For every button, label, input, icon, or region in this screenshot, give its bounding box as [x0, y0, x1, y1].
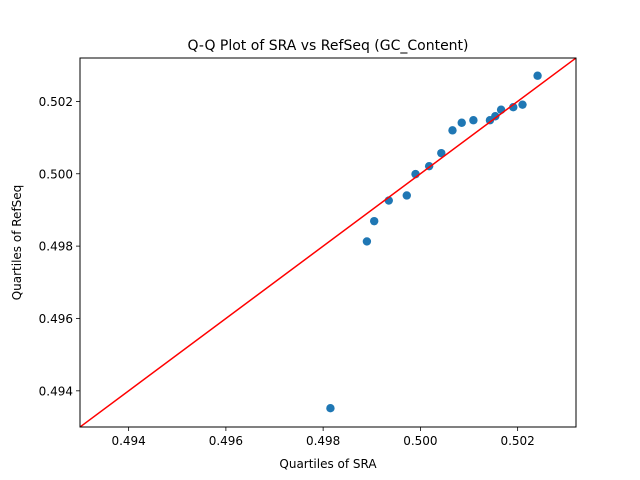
x-tick-label: 0.502 [500, 434, 534, 448]
x-tick-label: 0.496 [209, 434, 243, 448]
y-axis-label: Quartiles of RefSeq [10, 185, 24, 301]
data-point [469, 116, 478, 125]
data-point [448, 126, 457, 135]
chart-title: Q-Q Plot of SRA vs RefSeq (GC_Content) [187, 38, 468, 54]
x-axis-label: Quartiles of SRA [279, 457, 377, 471]
data-point [533, 71, 542, 80]
plot-area [80, 58, 576, 427]
y-tick-label: 0.498 [39, 240, 73, 254]
data-point [518, 100, 527, 109]
x-axis-ticks: 0.494 0.496 0.498 0.500 0.502 [111, 427, 535, 448]
data-point [362, 237, 372, 246]
reference-line [80, 58, 576, 427]
data-point [326, 403, 335, 413]
data-point [437, 148, 446, 158]
y-tick-label: 0.500 [39, 167, 73, 181]
x-tick-label: 0.500 [403, 434, 437, 448]
data-point [496, 105, 506, 114]
data-point [402, 191, 411, 200]
plot-contents [80, 58, 576, 427]
plot-frame [79, 57, 577, 428]
data-point [369, 216, 379, 226]
y-tick-label: 0.496 [39, 312, 73, 326]
data-point [509, 103, 518, 112]
y-tick-label: 0.502 [39, 95, 73, 109]
x-tick-label: 0.498 [306, 434, 340, 448]
y-axis-ticks: 0.494 0.496 0.498 0.500 0.502 [39, 95, 80, 398]
x-tick-label: 0.494 [111, 434, 145, 448]
data-point [457, 118, 466, 127]
data-point [491, 112, 500, 121]
y-tick-label: 0.494 [39, 384, 73, 398]
